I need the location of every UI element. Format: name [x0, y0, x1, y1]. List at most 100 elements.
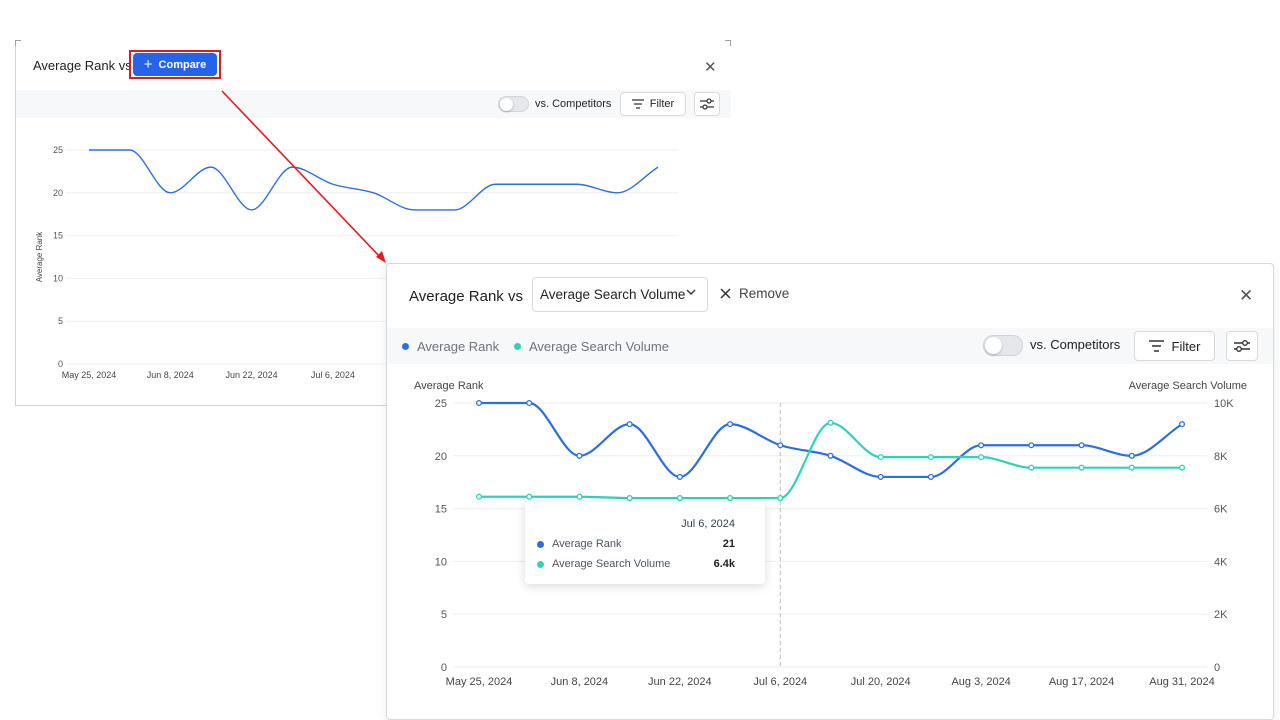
y-tick-label: 10: [53, 273, 63, 283]
average-search-volume-point: [927, 454, 934, 461]
filter-button[interactable]: Filter: [1134, 331, 1215, 361]
average-search-volume-point: [978, 454, 985, 461]
x-tick-label: Jul 6, 2024: [311, 370, 355, 380]
average-search-volume-point: [475, 493, 483, 500]
filter-button[interactable]: Filter: [620, 92, 686, 116]
tooltip-label: Average Rank: [552, 538, 622, 550]
x-tick-label: Aug 17, 2024: [1049, 676, 1114, 688]
panel-corner: [15, 40, 21, 46]
x-tick-label: May 25, 2024: [62, 370, 117, 380]
close-icon: [720, 288, 731, 299]
average-search-volume-point: [777, 494, 784, 502]
y-axis-label: Average Rank: [35, 231, 44, 283]
tooltip-value: 21: [722, 538, 735, 550]
chart-settings-button[interactable]: [1226, 331, 1258, 361]
compare-metric-dropdown[interactable]: Average Search Volume: [532, 277, 708, 312]
tooltip-dot: [537, 540, 544, 548]
compare-chart-panel: Average Rank vs Average Search Volume Re…: [386, 263, 1274, 720]
x-tick-label: Aug 3, 2024: [951, 676, 1010, 688]
x-tick-label: Jun 22, 2024: [648, 676, 712, 688]
average-rank-point: [927, 473, 934, 480]
chart-settings-button[interactable]: [694, 92, 720, 116]
y-tick-label: 15: [435, 504, 447, 516]
average-rank-point: [676, 473, 683, 480]
panel-corner: [725, 40, 731, 46]
y-tick-label: 0: [441, 662, 447, 674]
x-tick-label: Aug 31, 2024: [1149, 676, 1214, 688]
panel-title: Average Rank vs: [409, 288, 523, 305]
average-rank-point: [1028, 442, 1035, 449]
average-rank-point: [1178, 421, 1186, 428]
y2-tick-label: 4K: [1214, 556, 1228, 568]
y2-axis-label: Average Search Volume: [1129, 380, 1247, 392]
compare-highlight-box: [129, 50, 221, 79]
compare-button[interactable]: + Compare: [133, 53, 217, 76]
x-tick-label: May 25, 2024: [446, 676, 513, 688]
tooltip-value: 6.4k: [713, 558, 735, 570]
panel-title: Average Rank vs: [33, 58, 132, 73]
chart-tooltip: Jul 6, 2024 Average Rank 21 Average Sear…: [525, 502, 765, 584]
y-axis-label: Average Rank: [414, 380, 484, 392]
tooltip-dot: [537, 560, 544, 568]
average-rank-line: [88, 149, 659, 211]
y-tick-label: 20: [53, 188, 63, 198]
legend-label: Average Search Volume: [529, 339, 669, 354]
average-rank-point: [576, 452, 583, 459]
x-tick-label: Jul 20, 2024: [851, 676, 911, 688]
x-tick-label: Jul 6, 2024: [753, 676, 807, 688]
y2-tick-label: 8K: [1214, 451, 1228, 463]
compare-button-label: Compare: [158, 58, 207, 71]
tooltip-row-average-rank: Average Rank 21: [537, 538, 735, 550]
y-tick-label: 25: [435, 398, 447, 410]
vs-competitors-toggle[interactable]: [498, 96, 529, 112]
average-rank-point: [827, 452, 834, 459]
y-tick-label: 25: [53, 145, 63, 155]
legend-item-average-rank[interactable]: Average Rank: [402, 339, 499, 354]
average-search-volume-point: [626, 494, 633, 502]
average-rank-line: [478, 401, 1183, 479]
y2-tick-label: 6K: [1214, 504, 1228, 516]
compare-chart: Average Rank Average Search Volume 25 20 15 1…: [414, 380, 1247, 688]
average-search-volume-point: [827, 419, 834, 426]
y-tick-label: 10: [435, 556, 447, 568]
average-rank-point: [626, 421, 633, 428]
average-search-volume-point: [676, 494, 683, 502]
legend-item-average-search-volume[interactable]: Average Search Volume: [514, 339, 669, 354]
legend-label: Average Rank: [417, 339, 500, 354]
vs-competitors-toggle[interactable]: [983, 335, 1023, 356]
vs-competitors-label: vs. Competitors: [535, 98, 612, 110]
sliders-icon: [700, 98, 714, 110]
x-tick-label: Jun 8, 2024: [551, 676, 609, 688]
average-rank-point: [727, 421, 734, 428]
sliders-icon: [1234, 340, 1250, 352]
legend-dot: [402, 343, 409, 350]
y-tick-label: 5: [441, 609, 447, 621]
remove-label: Remove: [739, 286, 790, 301]
x-tick-label: Jun 8, 2024: [147, 370, 194, 380]
tooltip-row-average-search-volume: Average Search Volume 6.4k: [537, 558, 735, 570]
close-icon[interactable]: ✕: [704, 59, 717, 76]
average-search-volume-point: [1128, 464, 1135, 471]
average-rank-point: [475, 399, 483, 407]
average-rank-point: [1078, 442, 1085, 449]
average-rank-point: [526, 399, 533, 407]
average-rank-point: [777, 442, 784, 449]
remove-compare-button[interactable]: Remove: [720, 286, 789, 301]
average-rank-point: [877, 473, 884, 480]
chart-toolbar: vs. Competitors Filter: [16, 90, 731, 118]
y-tick-label: 0: [58, 359, 63, 369]
vs-competitors-label: vs. Competitors: [1030, 337, 1121, 352]
average-search-volume-point: [1178, 464, 1186, 471]
y-tick-label: 5: [58, 316, 63, 326]
average-search-volume-point: [1028, 464, 1035, 471]
y-tick-label: 15: [53, 231, 63, 241]
legend-dot: [514, 343, 521, 350]
average-search-volume-point: [877, 454, 884, 461]
average-search-volume-point: [576, 493, 583, 500]
average-rank-point: [1128, 452, 1135, 459]
average-search-volume-point: [727, 494, 734, 502]
close-icon[interactable]: ✕: [1239, 286, 1254, 305]
average-search-volume-line: [479, 421, 1182, 500]
plus-icon: +: [143, 56, 153, 73]
y2-tick-label: 10K: [1214, 398, 1234, 410]
